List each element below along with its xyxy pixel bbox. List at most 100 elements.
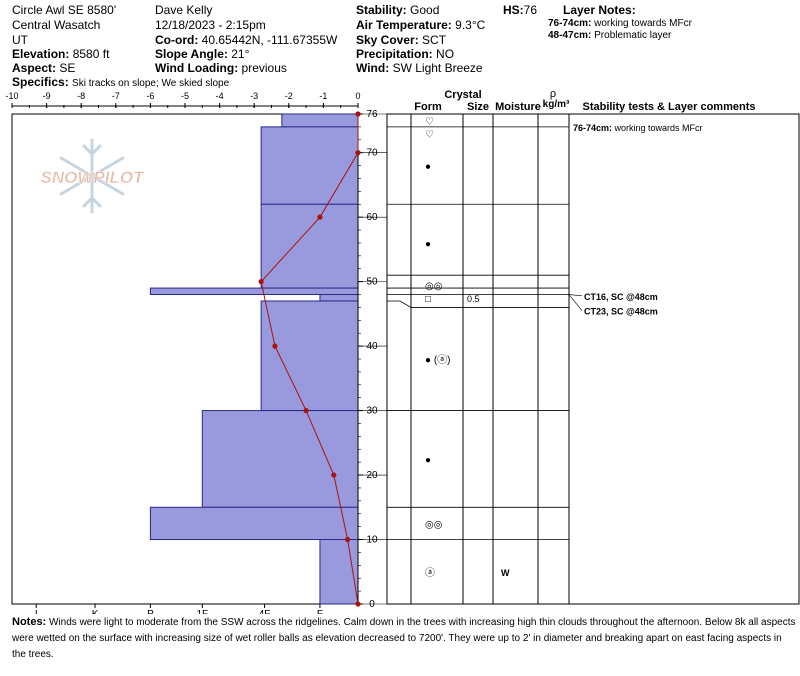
temperature-point-0 [355, 111, 361, 117]
stability-test-leader-0 [568, 294, 583, 297]
hardness-bar-3 [149, 287, 359, 296]
wind-label: Wind: [356, 61, 390, 75]
temperature-point-1 [355, 150, 361, 156]
layer-note-1: 76-74cm: working towards MFcr [548, 18, 692, 30]
hardness-bar-4 [319, 294, 359, 302]
layer-size-5: 0.5 [467, 294, 480, 304]
temp-tick-label-4: -6 [146, 91, 154, 101]
depth-tick-label-8: 76 [366, 109, 378, 120]
layer-form-5: □ [425, 294, 431, 305]
stability-test-0: CT16, SC @48cm [584, 292, 658, 302]
stability-field: Stability: Good [356, 3, 439, 18]
layer-form-3: ● [425, 239, 431, 250]
layer-table-frame [386, 113, 800, 605]
hardness-tick-label-1: K [92, 609, 99, 614]
layer-form-9: ⓐ [425, 567, 435, 579]
depth-tick-label-5: 50 [366, 277, 378, 288]
temperature-point-3 [258, 279, 264, 285]
precip-label: Precipitation: [356, 47, 433, 61]
hs-value: 76 [523, 3, 538, 17]
range-name: Central Wasatch [12, 18, 101, 32]
crystal-header: Crystal [444, 89, 481, 101]
stability-test-1: CT23, SC @48cm [584, 307, 658, 317]
hardness-bar-1 [260, 126, 359, 205]
elevation-value: 8580 ft [72, 47, 110, 61]
layer-form-4: ◎◎ [425, 281, 443, 292]
layer-note-2: 48-47cm: Problematic layer [548, 30, 671, 42]
temp-tick-label-8: -2 [285, 91, 293, 101]
slope-field: Slope Angle: 21° [155, 47, 249, 62]
moisture-header: Moisture [495, 101, 541, 113]
depth-tick-label-6: 60 [366, 212, 378, 223]
rho-header: ρ [550, 88, 556, 100]
layer-form-6: ● (ⓐ) [425, 354, 450, 366]
sky-field: Sky Cover: SCT [356, 33, 446, 48]
aspect-label: Aspect: [12, 61, 57, 75]
temp-tick-label-0: -10 [5, 91, 18, 101]
stability-header: Stability tests & Layer comments [582, 101, 755, 113]
aspect-field: Aspect: SE [12, 61, 75, 76]
wind-loading-field: Wind Loading: previous [155, 61, 287, 76]
hardness-tick-label-2: P [147, 609, 154, 614]
temperature-point-4 [272, 343, 278, 349]
wind-loading-value: previous [241, 61, 287, 75]
density-header: kg/m³ [543, 99, 570, 110]
layer-form-1: ♡ [425, 129, 434, 140]
sky-value: SCT [422, 33, 447, 47]
wind-field: Wind: SW Light Breeze [356, 61, 483, 76]
notes-section: Notes: Winds were light to moderate from… [12, 614, 796, 663]
observer-name: Dave Kelly [155, 3, 213, 17]
site-name: Circle Awl SE 8580' [12, 3, 117, 17]
hardness-tick-label-0: I [35, 609, 38, 614]
hardness-bar-2 [260, 203, 359, 289]
layer-note-2-text: Problematic layer [594, 30, 672, 41]
air-temp-label: Air Temperature: [356, 18, 452, 32]
stability-label: Stability: [356, 3, 407, 17]
temp-tick-label-7: -3 [250, 91, 258, 101]
temp-tick-label-1: -9 [43, 91, 51, 101]
depth-tick-label-7: 70 [366, 148, 378, 159]
depth-tick-label-4: 40 [366, 341, 378, 352]
elevation-label: Elevation: [12, 47, 70, 61]
temperature-point-7 [345, 536, 351, 543]
wind-loading-label: Wind Loading: [155, 61, 239, 75]
layer-notes-title: Layer Notes: [563, 3, 636, 17]
temp-tick-label-5: -5 [181, 91, 189, 101]
notes-text: Winds were light to moderate from the SS… [12, 617, 796, 660]
layer-comment-text: working towards MFcr [614, 123, 703, 133]
wind-value: SW Light Breeze [392, 61, 483, 75]
specifics-label: Specifics: [12, 75, 69, 89]
depth-tick-label-2: 20 [366, 470, 378, 481]
temp-tick-label-3: -7 [112, 91, 120, 101]
layer-connector-6 [387, 300, 412, 308]
specifics-value: Ski tracks on slope; We skied slope [72, 78, 230, 89]
hardness-bar-5 [260, 300, 359, 412]
hs-field: HS:76 [503, 3, 537, 18]
precip-field: Precipitation: NO [356, 47, 454, 62]
hardness-tick-label-5: F [317, 609, 323, 614]
snowpilot-logo: SNOWPILOT [40, 138, 146, 214]
slope-label: Slope Angle: [155, 47, 228, 61]
layer-form-2: ● [425, 162, 431, 173]
layer-note-2-range: 48-47cm: [548, 30, 592, 41]
notes-label: Notes: [12, 616, 47, 628]
obs-datetime: 12/18/2023 - 2:15pm [155, 18, 266, 32]
stability-test-leader-1 [568, 294, 583, 311]
form-header: Form [414, 101, 442, 113]
coord-label: Co-ord: [155, 33, 199, 47]
specifics-field: Specifics: Ski tracks on slope; We skied… [12, 75, 229, 91]
depth-tick-label-3: 30 [366, 406, 378, 417]
sky-label: Sky Cover: [356, 33, 419, 47]
air-temp-value: 9.3°C [455, 18, 486, 32]
hardness-bar-8 [319, 539, 359, 605]
temp-tick-label-9: -1 [319, 91, 327, 101]
snowpilot-logo-text: SNOWPILOT [41, 168, 146, 187]
hs-label: HS: [503, 3, 524, 17]
layer-comment-range: 76-74cm: [573, 123, 615, 133]
state-name: UT [12, 33, 28, 47]
temperature-point-6 [331, 472, 337, 478]
hardness-bar-7 [149, 506, 359, 541]
temp-tick-label-2: -8 [77, 91, 85, 101]
hardness-tick-label-3: 1F [196, 609, 208, 614]
aspect-value: SE [59, 61, 76, 75]
